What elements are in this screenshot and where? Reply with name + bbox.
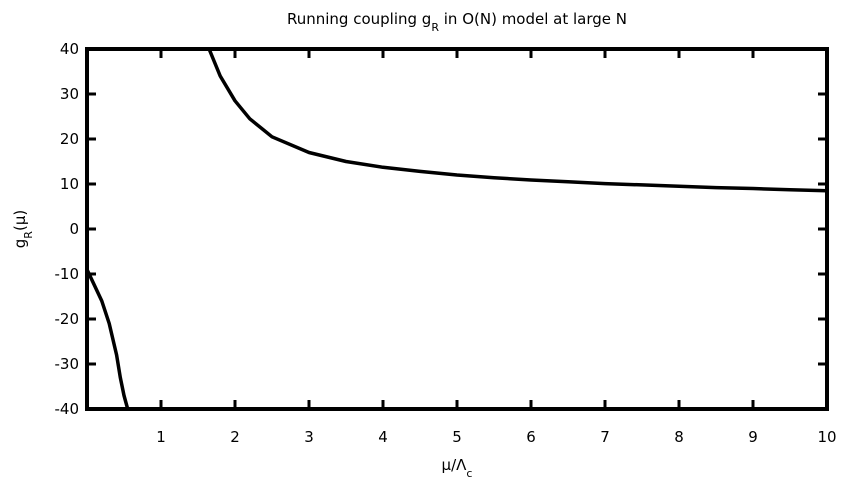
x-tick-label: 2	[230, 428, 240, 446]
y-tick-label: -10	[55, 265, 80, 283]
y-tick-label: 10	[60, 175, 79, 193]
x-tick-label: 1	[156, 428, 166, 446]
y-tick-label: 30	[60, 85, 79, 103]
y-tick-label: 0	[69, 220, 79, 238]
x-tick-label: 9	[748, 428, 758, 446]
x-tick-label: 4	[378, 428, 388, 446]
chart-title-rest: in O(N) model at large N	[439, 10, 627, 28]
y-axis-label-sub: R	[22, 231, 35, 239]
chart-title: Running coupling gR in O(N) model at lar…	[287, 10, 627, 34]
x-tick-label: 3	[304, 428, 314, 446]
x-tick-label: 10	[817, 428, 836, 446]
x-axis-label: μ/Λc	[442, 456, 473, 477]
series-layer	[85, 48, 828, 410]
y-tick-label: 40	[60, 40, 79, 58]
x-axis-label-sub: c	[466, 467, 472, 477]
y-tick-label: 20	[60, 130, 79, 148]
chart-title-sub: R	[431, 21, 439, 34]
y-axis-label-main: g	[11, 239, 29, 249]
x-axis-label-main: μ/Λ	[442, 456, 468, 474]
x-tick-label: 8	[674, 428, 684, 446]
series-line-2	[207, 48, 828, 193]
y-tick-label: -30	[55, 355, 80, 373]
x-tick-label: 5	[452, 428, 462, 446]
tick-labels: 1 2 3 4 5 6 7 8 9 10 -40 -30 -20 -10 0 10 20 30 40	[55, 40, 837, 446]
series-line-1	[85, 268, 130, 410]
x-tick-label: 6	[526, 428, 536, 446]
y-tick-label: -40	[55, 400, 80, 418]
axis-ticks	[87, 49, 827, 409]
y-tick-label: -20	[55, 310, 80, 328]
chart-title-main: Running coupling g	[287, 10, 431, 28]
y-axis-label: gR(μ)	[11, 210, 35, 248]
x-tick-label: 7	[600, 428, 610, 446]
plot-frame	[85, 47, 829, 411]
y-axis-label-rest: (μ)	[11, 210, 29, 231]
